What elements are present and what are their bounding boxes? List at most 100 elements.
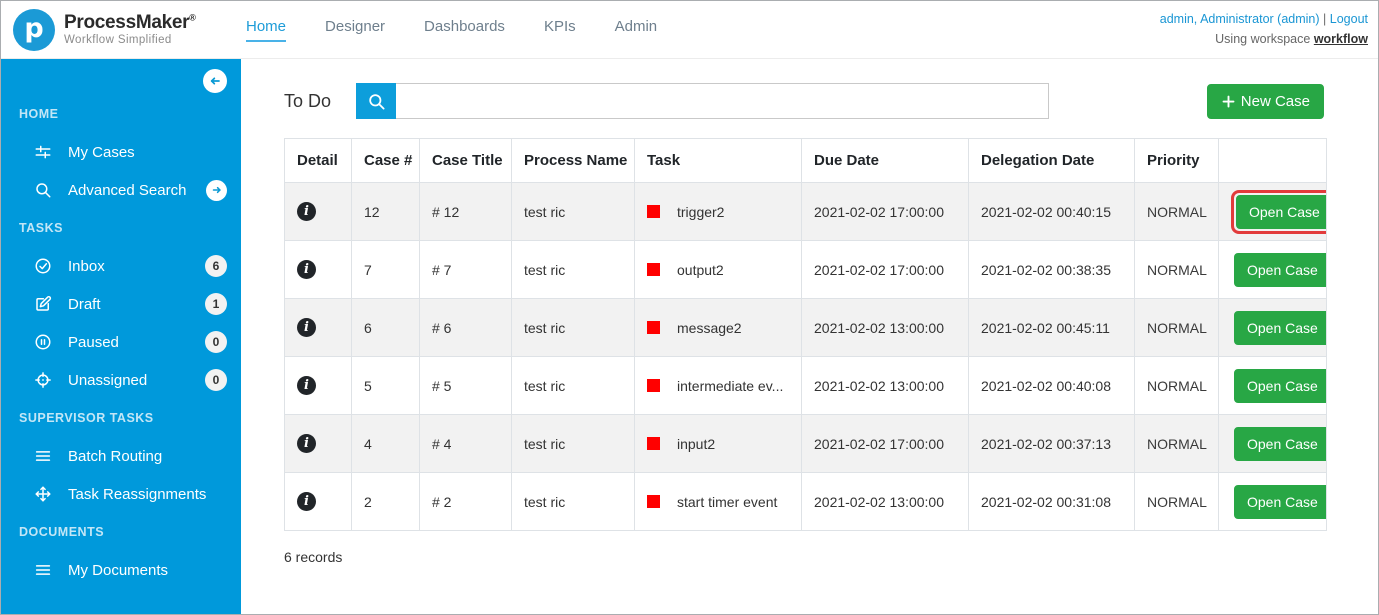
task-cell: input2: [677, 435, 716, 452]
delegation-date-cell: 2021-02-02 00:45:11: [968, 298, 1135, 357]
brand-tagline: Workflow Simplified: [64, 33, 172, 46]
sidebar-item-label: Unassigned: [68, 371, 148, 389]
open-case-button[interactable]: Open Case: [1236, 194, 1326, 229]
table-row: i 5 # 5 test ric intermediate ev... 2021…: [284, 356, 1327, 415]
sidebar-item-my-documents[interactable]: My Documents: [1, 551, 241, 589]
sidebar-item-paused[interactable]: Paused 0: [1, 323, 241, 361]
nav-dashboards[interactable]: Dashboards: [424, 17, 505, 35]
sidebar-item-task-reassignments[interactable]: Task Reassignments: [1, 475, 241, 513]
info-icon[interactable]: i: [297, 376, 316, 395]
info-icon[interactable]: i: [297, 492, 316, 511]
sidebar-item-label: Paused: [68, 333, 119, 351]
sidebar-item-batch-routing[interactable]: Batch Routing: [1, 437, 241, 475]
delegation-date-cell: 2021-02-02 00:31:08: [968, 472, 1135, 531]
open-case-button[interactable]: Open Case: [1234, 252, 1326, 287]
sliders-icon: [34, 143, 52, 161]
process-name-cell: test ric: [511, 356, 635, 415]
open-case-highlight: Open Case: [1231, 424, 1326, 464]
col-process-name: Process Name: [511, 138, 635, 183]
open-case-button[interactable]: Open Case: [1234, 310, 1326, 345]
toolbar: To Do New Case: [284, 83, 1324, 119]
info-icon[interactable]: i: [297, 318, 316, 337]
info-icon[interactable]: i: [297, 202, 316, 221]
main-content: To Do New Case: [241, 59, 1378, 614]
sidebar-item-draft[interactable]: Draft 1: [1, 285, 241, 323]
task-status-square: [647, 321, 660, 334]
cases-table: Detail Case # Case Title Process Name Ta…: [284, 138, 1327, 531]
count-badge: 0: [205, 331, 227, 353]
page-title: To Do: [284, 90, 332, 111]
brand-name: ProcessMaker®: [64, 11, 196, 33]
priority-cell: NORMAL: [1134, 414, 1219, 473]
sidebar-section-title: SUPERVISOR TASKS: [19, 411, 154, 425]
search-bar: [356, 83, 1050, 119]
due-date-cell: 2021-02-02 13:00:00: [801, 356, 969, 415]
sidebar-section: SUPERVISOR TASKS Batch Routing Task Reas…: [1, 399, 241, 513]
user-name-link[interactable]: admin, Administrator (admin): [1159, 12, 1320, 27]
task-status-square: [647, 437, 660, 450]
collapse-sidebar-button[interactable]: [203, 69, 227, 93]
arrow-right-circle-icon[interactable]: [206, 179, 227, 201]
task-cell: start timer event: [677, 493, 778, 510]
info-icon[interactable]: i: [297, 434, 316, 453]
case-number-cell: 4: [351, 414, 420, 473]
workspace-prefix: Using workspace: [1215, 31, 1311, 46]
open-case-highlight: Open Case: [1231, 482, 1326, 522]
case-title-cell: # 5: [419, 356, 512, 415]
info-icon[interactable]: i: [297, 260, 316, 279]
col-detail: Detail: [284, 138, 352, 183]
sidebar-item-label: My Documents: [68, 561, 169, 579]
table-row: i 4 # 4 test ric input2 2021-02-02 17:00…: [284, 414, 1327, 473]
col-due-date: Due Date: [801, 138, 969, 183]
sidebar-item-advanced-search[interactable]: Advanced Search: [1, 171, 241, 209]
search-input[interactable]: [396, 83, 1050, 119]
processmaker-logo-icon: p: [13, 8, 55, 51]
priority-cell: NORMAL: [1134, 356, 1219, 415]
col-task: Task: [634, 138, 802, 183]
sidebar-item-my-cases[interactable]: My Cases: [1, 133, 241, 171]
workspace-link[interactable]: workflow: [1313, 31, 1368, 46]
sidebar-section-title: DOCUMENTS: [19, 525, 105, 539]
open-case-button[interactable]: Open Case: [1234, 368, 1326, 403]
sidebar-section-title: TASKS: [19, 221, 63, 235]
col-case-title: Case Title: [419, 138, 512, 183]
nav-admin[interactable]: Admin: [614, 17, 658, 35]
delegation-date-cell: 2021-02-02 00:38:35: [968, 240, 1135, 299]
search-icon: [34, 181, 52, 199]
sidebar-item-label: My Cases: [68, 143, 135, 161]
table-row: i 2 # 2 test ric start timer event 2021-…: [284, 472, 1327, 531]
nav-kpis[interactable]: KPIs: [543, 17, 576, 35]
new-case-button[interactable]: New Case: [1206, 83, 1324, 119]
sidebar-item-unassigned[interactable]: Unassigned 0: [1, 361, 241, 399]
registered-mark: ®: [189, 12, 196, 23]
count-badge: 1: [205, 293, 227, 315]
nav-home[interactable]: Home: [246, 18, 287, 42]
search-button[interactable]: [356, 83, 397, 119]
count-badge: 0: [205, 369, 227, 391]
delegation-date-cell: 2021-02-02 00:40:08: [968, 356, 1135, 415]
table-header-row: Detail Case # Case Title Process Name Ta…: [284, 138, 1327, 183]
case-number-cell: 5: [351, 356, 420, 415]
open-case-highlight: Open Case: [1231, 250, 1326, 290]
nav-designer[interactable]: Designer: [325, 17, 386, 35]
col-case-number: Case #: [351, 138, 420, 183]
sidebar: HOME My Cases Advanced Search TASKS Inbo…: [1, 59, 241, 614]
records-count: 6 records: [284, 549, 343, 565]
open-case-button[interactable]: Open Case: [1234, 484, 1326, 519]
due-date-cell: 2021-02-02 13:00:00: [801, 298, 969, 357]
open-case-button[interactable]: Open Case: [1234, 426, 1326, 461]
search-icon: [367, 92, 386, 111]
move-icon: [34, 485, 52, 503]
due-date-cell: 2021-02-02 17:00:00: [801, 240, 969, 299]
priority-cell: NORMAL: [1134, 240, 1219, 299]
case-title-cell: # 6: [419, 298, 512, 357]
sidebar-item-inbox[interactable]: Inbox 6: [1, 247, 241, 285]
menu-icon: [34, 561, 52, 579]
logout-link[interactable]: Logout: [1329, 12, 1368, 27]
delegation-date-cell: 2021-02-02 00:37:13: [968, 414, 1135, 473]
due-date-cell: 2021-02-02 13:00:00: [801, 472, 969, 531]
task-cell: output2: [677, 261, 724, 278]
sidebar-sections: HOME My Cases Advanced Search TASKS Inbo…: [1, 95, 241, 589]
case-number-cell: 7: [351, 240, 420, 299]
